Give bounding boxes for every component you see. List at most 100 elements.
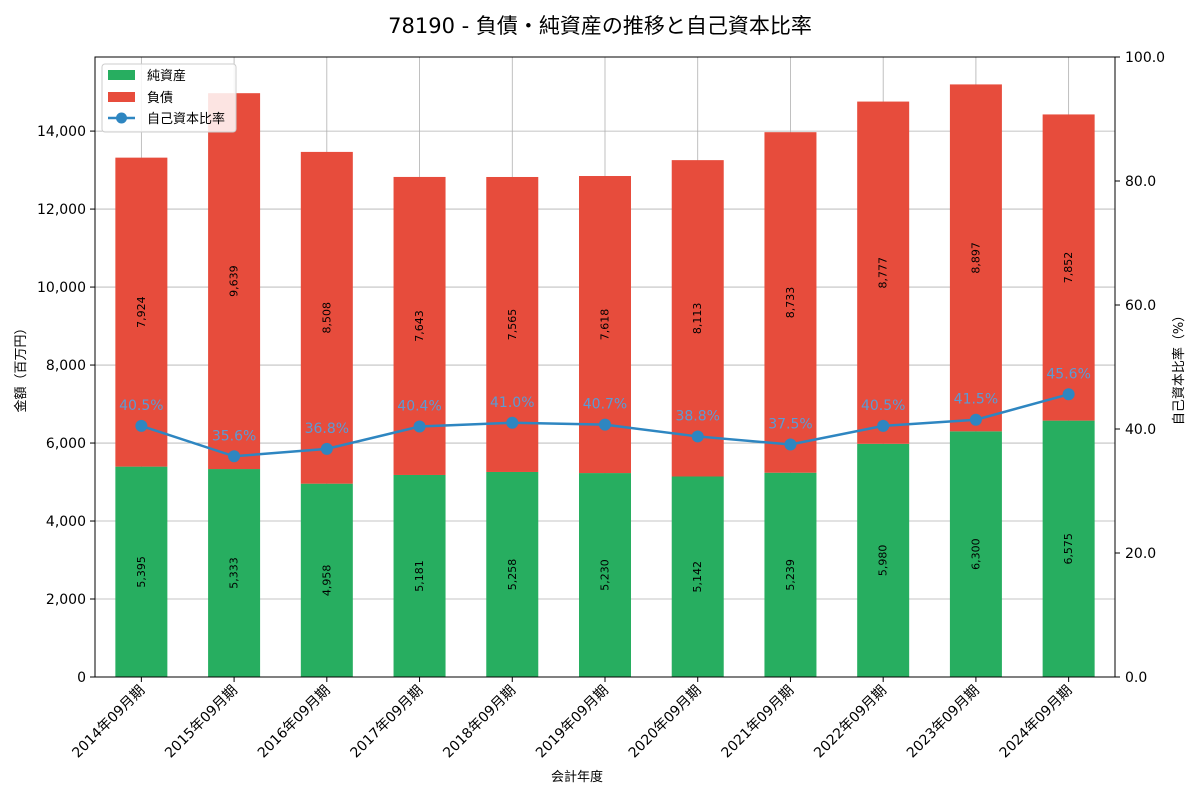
bar-value-label-liabilities: 7,565 bbox=[506, 309, 519, 341]
bar-net-assets bbox=[393, 474, 446, 677]
y2-tick-label: 0.0 bbox=[1125, 670, 1147, 686]
bar-liabilities bbox=[208, 93, 261, 470]
y2-tick-label: 60.0 bbox=[1125, 298, 1156, 314]
ratio-point bbox=[135, 419, 148, 432]
bar-net-assets bbox=[764, 472, 817, 677]
y-tick-label: 12,000 bbox=[37, 202, 86, 218]
legend-label-ratio: 自己資本比率 bbox=[147, 111, 225, 127]
legend-label-liabilities: 負債 bbox=[147, 91, 173, 106]
x-tick-label: 2022年09月期 bbox=[811, 683, 890, 762]
ratio-point bbox=[877, 419, 890, 432]
bar-value-label-liabilities: 9,639 bbox=[228, 265, 241, 297]
bar-value-label-net-assets: 5,239 bbox=[784, 559, 797, 591]
x-tick-label: 2015年09月期 bbox=[162, 683, 241, 762]
ratio-point bbox=[784, 438, 797, 451]
y-tick-label: 10,000 bbox=[37, 280, 86, 296]
bar-net-assets bbox=[579, 473, 631, 677]
bar-value-label-net-assets: 5,395 bbox=[135, 556, 148, 588]
ratio-value-label: 45.6% bbox=[1046, 366, 1090, 382]
bar-liabilities bbox=[1042, 114, 1095, 421]
ratio-point bbox=[228, 450, 241, 463]
bar-liabilities bbox=[949, 84, 1002, 432]
y-tick-label: 2,000 bbox=[46, 592, 86, 608]
x-axis-label: 会計年度 bbox=[551, 769, 603, 785]
bar-value-label-liabilities: 7,618 bbox=[599, 309, 612, 341]
ratio-point bbox=[506, 416, 519, 429]
ratio-point bbox=[320, 442, 333, 455]
bar-liabilities bbox=[300, 151, 353, 484]
bar-value-label-liabilities: 8,733 bbox=[784, 287, 797, 319]
legend-marker-ratio bbox=[116, 112, 127, 124]
bar-net-assets bbox=[857, 443, 910, 677]
legend-swatch-net-assets bbox=[108, 70, 135, 80]
bar-value-label-net-assets: 5,333 bbox=[228, 557, 241, 589]
bar-value-label-net-assets: 5,980 bbox=[877, 545, 890, 577]
ratio-value-label: 41.5% bbox=[954, 392, 998, 408]
bar-value-label-net-assets: 6,575 bbox=[1062, 533, 1075, 565]
y-axis-label: 金額（百万円） bbox=[13, 321, 29, 412]
y-tick-label: 6,000 bbox=[46, 436, 86, 452]
ratio-value-label: 36.8% bbox=[305, 421, 349, 437]
ratio-line-layer: 40.5% 35.6% 36.8% 40.4% 41.0% 40.7% 38.8% 37.5%… bbox=[119, 366, 1091, 463]
y2-tick-label: 20.0 bbox=[1125, 546, 1156, 562]
bar-liabilities bbox=[671, 160, 724, 477]
bar-net-assets bbox=[1042, 420, 1095, 677]
legend: 純資産 負債 自己資本比率 bbox=[101, 63, 237, 133]
bar-value-label-net-assets: 6,300 bbox=[969, 538, 982, 570]
bar-value-label-net-assets: 4,958 bbox=[320, 565, 333, 597]
bar-value-label-net-assets: 5,258 bbox=[506, 559, 519, 591]
y-tick-label: 4,000 bbox=[46, 514, 86, 530]
ratio-point bbox=[969, 413, 982, 426]
bar-net-assets bbox=[949, 431, 1002, 677]
ratio-value-label: 35.6% bbox=[212, 428, 256, 444]
bar-net-assets bbox=[671, 476, 724, 677]
x-tick-label: 2018年09月期 bbox=[440, 683, 519, 762]
y2-tick-label: 80.0 bbox=[1125, 174, 1156, 190]
ratio-value-label: 38.8% bbox=[675, 408, 719, 424]
x-tick-label: 2016年09月期 bbox=[255, 683, 334, 762]
bar-net-assets bbox=[115, 466, 168, 677]
bar-value-label-liabilities: 7,643 bbox=[413, 310, 426, 342]
bar-liabilities bbox=[857, 101, 910, 444]
bar-value-label-liabilities: 8,777 bbox=[877, 257, 890, 289]
ratio-value-label: 40.7% bbox=[583, 397, 627, 413]
y-tick-label: 0 bbox=[77, 670, 86, 686]
bar-net-assets bbox=[486, 471, 539, 677]
chart-title: 78190 - 負債・純資産の推移と自己資本比率 bbox=[388, 14, 812, 38]
legend-label-net-assets: 純資産 bbox=[147, 68, 186, 84]
x-tick-label: 2014年09月期 bbox=[69, 683, 148, 762]
bar-net-assets bbox=[208, 469, 261, 677]
legend-box bbox=[101, 63, 237, 133]
bar-net-assets bbox=[300, 483, 353, 677]
bar-value-label-liabilities: 8,113 bbox=[691, 303, 704, 335]
ratio-point bbox=[599, 418, 611, 431]
bar-value-label-liabilities: 7,852 bbox=[1062, 252, 1075, 284]
y2-axis-label: 自己資本比率（%） bbox=[1171, 309, 1187, 425]
x-tick-label: 2019年09月期 bbox=[533, 683, 612, 762]
bar-liabilities bbox=[764, 132, 817, 473]
ratio-point bbox=[1062, 388, 1075, 401]
ratio-value-label: 37.5% bbox=[768, 417, 812, 433]
y-tick-label: 8,000 bbox=[46, 358, 86, 374]
ratio-point bbox=[413, 420, 426, 433]
x-tick-label: 2020年09月期 bbox=[626, 683, 705, 762]
bar-value-label-net-assets: 5,181 bbox=[413, 560, 426, 592]
x-tick-label: 2021年09月期 bbox=[718, 683, 797, 762]
bar-value-label-liabilities: 8,897 bbox=[969, 242, 982, 274]
y-tick-label: 14,000 bbox=[37, 124, 86, 140]
y2-tick-label: 40.0 bbox=[1125, 422, 1156, 438]
ratio-value-label: 40.5% bbox=[861, 398, 905, 414]
bar-value-label-liabilities: 7,924 bbox=[135, 296, 148, 328]
bar-label-layer: 5,395 7,924 5,333 9,639 4,958 8,508 5,181 7,643… bbox=[135, 242, 1075, 596]
ratio-value-label: 41.0% bbox=[490, 395, 534, 411]
x-tick-label: 2024年09月期 bbox=[997, 683, 1076, 762]
x-tick-label: 2017年09月期 bbox=[348, 683, 427, 762]
bar-value-label-net-assets: 5,230 bbox=[599, 559, 612, 591]
ratio-value-label: 40.5% bbox=[119, 398, 163, 414]
y2-tick-label: 100.0 bbox=[1125, 50, 1165, 66]
bar-value-label-net-assets: 5,142 bbox=[691, 561, 704, 593]
bar-liabilities bbox=[115, 157, 168, 467]
x-tick-label: 2023年09月期 bbox=[904, 683, 983, 762]
